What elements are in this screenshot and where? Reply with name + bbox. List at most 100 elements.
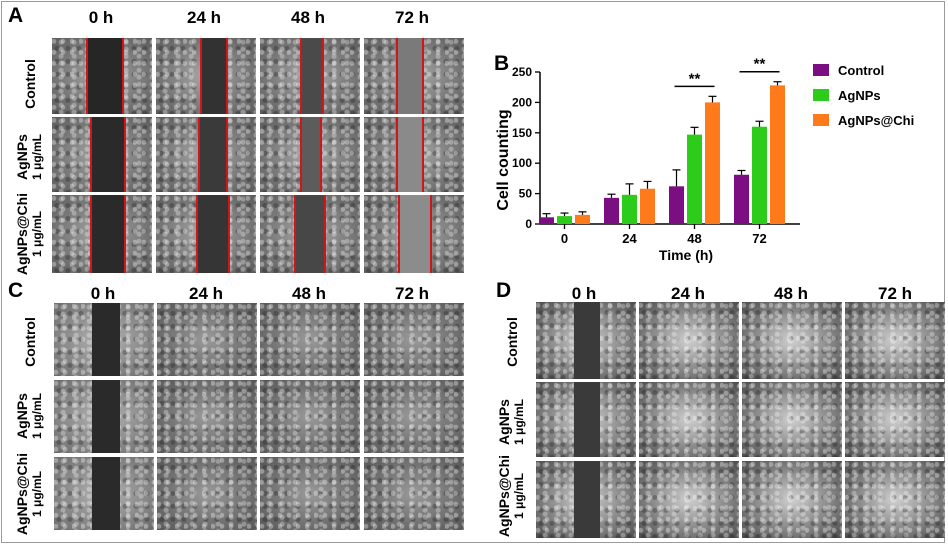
wound-edge-line <box>396 117 398 192</box>
y-tick-label: 100 <box>512 156 532 170</box>
panel-d-tile <box>742 461 842 538</box>
panel-d-tile <box>845 461 945 538</box>
y-tick-label: 0 <box>525 217 532 231</box>
panel-d-tile <box>845 302 945 379</box>
bar-control <box>734 174 749 224</box>
wound-gap <box>294 195 324 273</box>
panel-c-time-0: 0 h <box>90 284 116 303</box>
y-tick-label: 150 <box>512 126 532 140</box>
panel-a-time-72: 72 h <box>394 8 430 27</box>
wound-gap <box>574 461 600 538</box>
panel-a-tile <box>52 117 152 192</box>
wound-gap <box>92 380 120 453</box>
y-tick-label: 200 <box>512 95 532 109</box>
wound-edge-line <box>86 38 88 114</box>
panel-d-tile <box>845 382 945 457</box>
legend-swatch <box>813 114 829 126</box>
wound-edge-line <box>226 38 228 114</box>
bar-agnps-chi <box>640 188 655 224</box>
panel-c-tile <box>260 457 360 530</box>
panel-c-tile <box>364 457 464 530</box>
panel-label-d: D <box>496 279 512 302</box>
panel-c-time-48: 48 h <box>291 284 327 303</box>
wound-edge-line <box>228 195 230 273</box>
panel-a-time-0: 0 h <box>88 8 114 27</box>
wound-gap <box>86 38 122 114</box>
wound-gap <box>200 38 226 114</box>
wound-gap <box>396 38 422 114</box>
y-axis-label: Cell counting <box>495 109 512 210</box>
wound-edge-line <box>300 38 302 114</box>
panel-a-tile <box>52 38 152 114</box>
y-tick-label: 50 <box>519 187 533 201</box>
panel-label-b: B <box>494 52 510 75</box>
wound-edge-line <box>396 38 398 114</box>
x-tick-label: 48 <box>687 231 701 246</box>
panel-c-tile <box>54 303 154 376</box>
panel-a-tile <box>156 38 256 114</box>
panel-label-c: C <box>8 279 24 302</box>
panel-a-tile <box>260 117 360 192</box>
legend-label: AgNPs <box>838 88 881 103</box>
panel-a-tile <box>364 38 464 114</box>
wound-gap <box>198 117 226 192</box>
x-axis-label: Time (h) <box>659 247 713 263</box>
panel-c-tile <box>260 380 360 453</box>
wound-gap <box>196 195 228 273</box>
wound-edge-line <box>198 117 200 192</box>
wound-edge-line <box>422 38 424 114</box>
wound-edge-line <box>322 38 324 114</box>
panel-c-tile <box>364 380 464 453</box>
wound-edge-line <box>90 117 92 192</box>
y-tick-label: 250 <box>512 65 532 79</box>
panel-label-a: A <box>8 4 24 27</box>
legend-swatch <box>813 64 829 76</box>
panel-c-tile <box>157 457 257 530</box>
wound-gap <box>90 195 124 273</box>
panel-d-tile <box>742 302 842 379</box>
panel-c-tile <box>364 303 464 376</box>
panel-a-tile <box>156 195 256 273</box>
panel-d-time-24: 24 h <box>670 284 706 303</box>
wound-gap <box>398 195 430 273</box>
panel-d-tile <box>536 461 636 538</box>
bar-agnps-chi <box>575 214 590 224</box>
panel-c-tile <box>157 380 257 453</box>
x-tick-label: 24 <box>622 231 637 246</box>
panel-a-tile <box>260 38 360 114</box>
wound-edge-line <box>124 117 126 192</box>
panel-c-time-72: 72 h <box>394 284 430 303</box>
significance-label: ** <box>689 70 701 87</box>
wound-edge-line <box>320 117 322 192</box>
wound-gap <box>574 302 600 379</box>
panel-c-tile <box>157 303 257 376</box>
wound-edge-line <box>226 117 228 192</box>
panel-c-tile <box>54 380 154 453</box>
wound-gap <box>300 38 322 114</box>
wound-edge-line <box>124 195 126 273</box>
bar-agnps <box>557 216 572 224</box>
bar-control <box>669 186 684 224</box>
wound-gap <box>92 303 120 376</box>
panel-a-tile <box>364 117 464 192</box>
x-tick-label: 0 <box>561 231 568 246</box>
wound-gap <box>574 382 600 457</box>
bar-agnps <box>687 134 702 224</box>
panel-a-tile <box>260 195 360 273</box>
panel-d-tile <box>639 382 739 457</box>
legend-swatch <box>813 89 829 101</box>
wound-edge-line <box>90 195 92 273</box>
panel-c-tile <box>54 457 154 530</box>
panel-d-tile <box>742 382 842 457</box>
panel-d-time-48: 48 h <box>773 284 809 303</box>
bar-agnps-chi <box>705 102 720 224</box>
legend-label: Control <box>838 63 884 78</box>
panel-c-tile <box>260 303 360 376</box>
panel-a-time-48: 48 h <box>290 8 326 27</box>
wound-edge-line <box>422 117 424 192</box>
wound-edge-line <box>294 195 296 273</box>
bar-agnps <box>752 126 767 224</box>
wound-edge-line <box>196 195 198 273</box>
